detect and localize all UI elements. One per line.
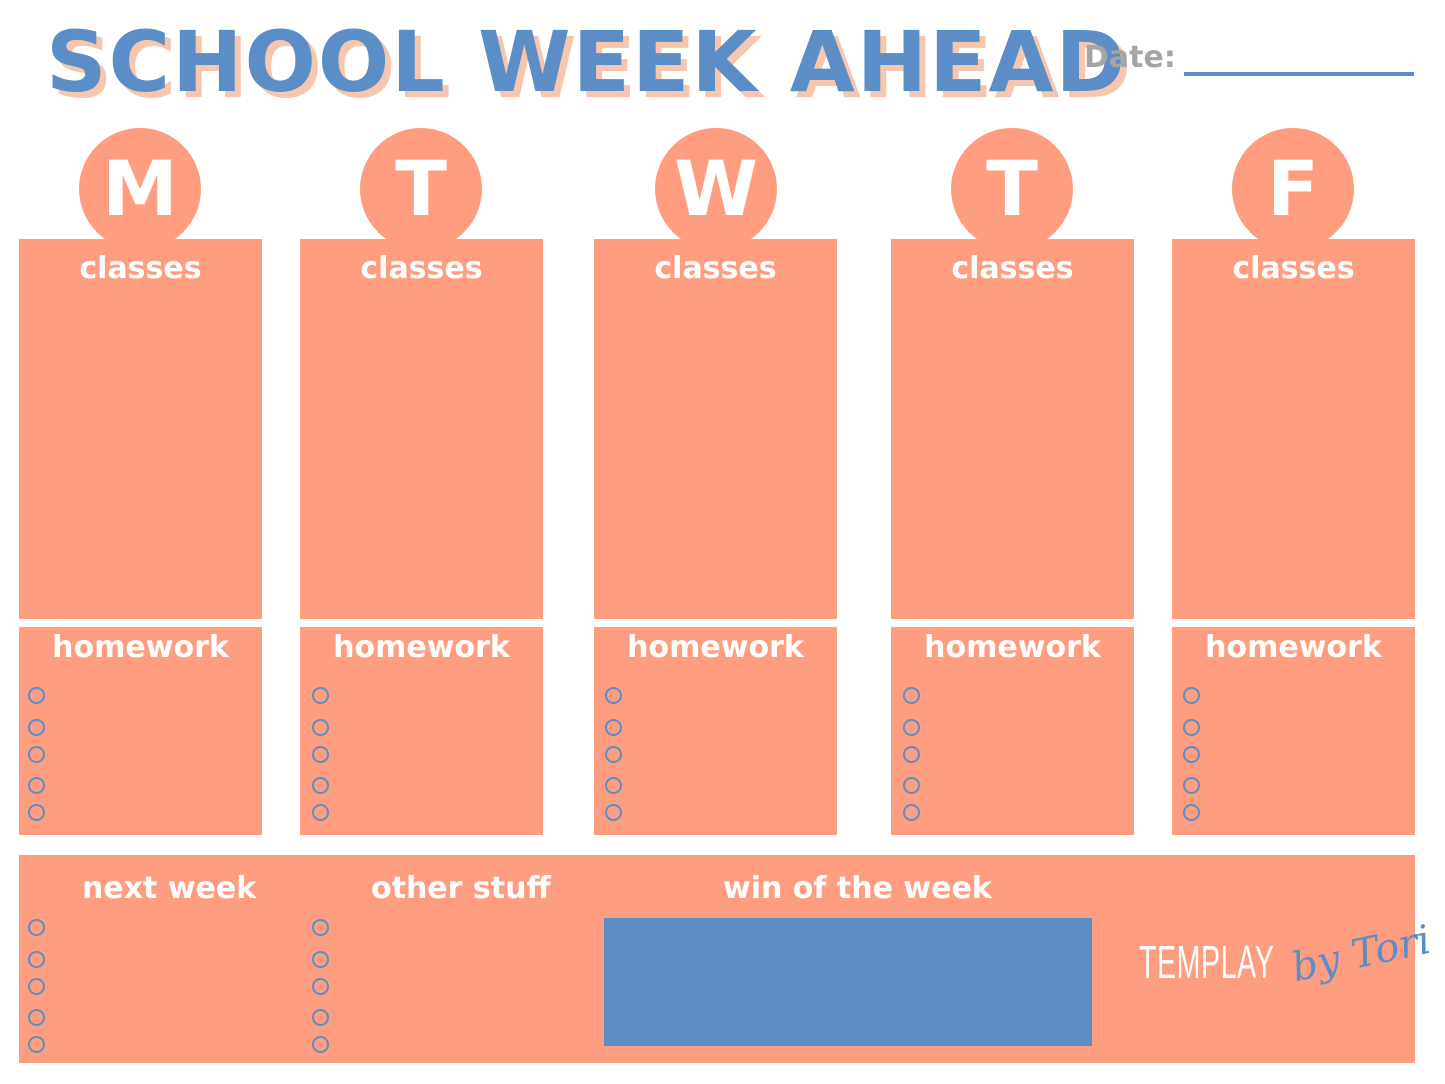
homework-checkbox[interactable] <box>1183 687 1200 704</box>
homework-checkbox[interactable] <box>1183 777 1200 794</box>
other-stuff-checkbox[interactable] <box>312 1009 329 1026</box>
other-stuff-checkbox[interactable] <box>312 919 329 936</box>
day-column-tuesday: T classes homework <box>300 0 543 840</box>
next-week-label: next week <box>82 871 257 906</box>
date-label: Date: <box>1084 40 1176 75</box>
day-circle: F <box>1232 128 1354 250</box>
homework-checkbox[interactable] <box>312 687 329 704</box>
homework-label: homework <box>924 630 1101 665</box>
classes-box[interactable]: classes <box>891 239 1134 619</box>
bottom-panel: next week other stuff win of the week TE… <box>19 855 1435 1063</box>
homework-checkbox[interactable] <box>903 746 920 763</box>
day-column-monday: M classes homework <box>19 0 262 840</box>
homework-box: homework <box>891 627 1134 835</box>
homework-box: homework <box>19 627 262 835</box>
homework-checkbox[interactable] <box>903 804 920 821</box>
homework-box: homework <box>1172 627 1415 835</box>
logo-wordmark: TEMPLAY <box>1139 936 1275 988</box>
day-circle: W <box>655 128 777 250</box>
homework-checkbox[interactable] <box>903 777 920 794</box>
homework-checkbox[interactable] <box>312 719 329 736</box>
next-week-checkbox[interactable] <box>28 1036 45 1053</box>
next-week-checkbox[interactable] <box>28 919 45 936</box>
homework-checkbox[interactable] <box>312 746 329 763</box>
other-stuff-checkbox[interactable] <box>312 951 329 968</box>
homework-checkbox[interactable] <box>605 777 622 794</box>
classes-label: classes <box>79 251 202 286</box>
homework-checkbox[interactable] <box>28 777 45 794</box>
homework-checkbox[interactable] <box>605 746 622 763</box>
day-column-wednesday: W classes homework <box>594 0 837 840</box>
classes-label: classes <box>1232 251 1355 286</box>
templay-logo: TEMPLAY by Tori <box>1139 917 1435 991</box>
homework-checkbox[interactable] <box>1183 804 1200 821</box>
logo-script: by Tori <box>1287 916 1435 992</box>
classes-label: classes <box>360 251 483 286</box>
homework-checkbox[interactable] <box>28 746 45 763</box>
homework-label: homework <box>52 630 229 665</box>
classes-label: classes <box>654 251 777 286</box>
day-column-friday: F classes homework <box>1172 0 1415 840</box>
page-title: SCHOOL WEEK AHEAD <box>46 13 1128 111</box>
other-stuff-label: other stuff <box>371 871 551 906</box>
day-column-thursday: T classes homework <box>891 0 1134 840</box>
win-of-the-week-box[interactable] <box>604 918 1092 1046</box>
homework-checkbox[interactable] <box>28 687 45 704</box>
day-circle: M <box>79 128 201 250</box>
day-circle: T <box>360 128 482 250</box>
classes-box[interactable]: classes <box>19 239 262 619</box>
homework-box: homework <box>300 627 543 835</box>
day-circle: T <box>951 128 1073 250</box>
homework-checkbox[interactable] <box>1183 719 1200 736</box>
homework-checkbox[interactable] <box>903 719 920 736</box>
homework-label: homework <box>333 630 510 665</box>
other-stuff-checkbox[interactable] <box>312 978 329 995</box>
homework-checkbox[interactable] <box>605 804 622 821</box>
next-week-checkbox[interactable] <box>28 1009 45 1026</box>
homework-checkbox[interactable] <box>1183 746 1200 763</box>
other-stuff-checkbox[interactable] <box>312 1036 329 1053</box>
next-week-checkbox[interactable] <box>28 978 45 995</box>
homework-checkbox[interactable] <box>28 804 45 821</box>
homework-checkbox[interactable] <box>28 719 45 736</box>
next-week-checkbox[interactable] <box>28 951 45 968</box>
classes-box[interactable]: classes <box>594 239 837 619</box>
classes-label: classes <box>951 251 1074 286</box>
classes-box[interactable]: classes <box>1172 239 1415 619</box>
win-of-the-week-label: win of the week <box>723 871 992 906</box>
homework-checkbox[interactable] <box>903 687 920 704</box>
homework-checkbox[interactable] <box>312 777 329 794</box>
homework-checkbox[interactable] <box>605 719 622 736</box>
homework-checkbox[interactable] <box>605 687 622 704</box>
homework-label: homework <box>1205 630 1382 665</box>
homework-checkbox[interactable] <box>312 804 329 821</box>
date-input-line[interactable] <box>1184 72 1414 76</box>
homework-box: homework <box>594 627 837 835</box>
homework-label: homework <box>627 630 804 665</box>
classes-box[interactable]: classes <box>300 239 543 619</box>
